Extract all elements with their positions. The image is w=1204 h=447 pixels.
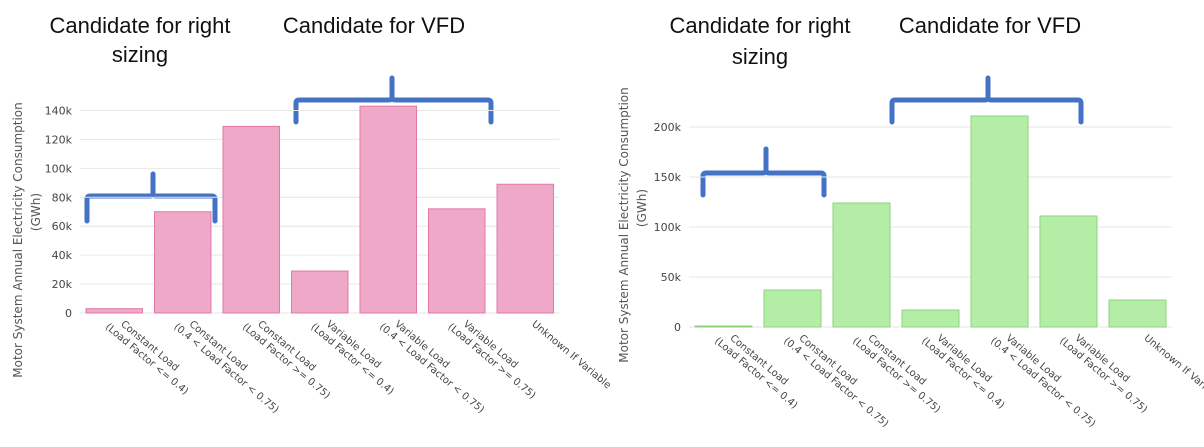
annotation-right-sizing-line1: Candidate for right bbox=[50, 13, 231, 38]
y-tick-label: 200k bbox=[654, 121, 682, 134]
chart-panel-left: Candidate for right sizing Candidate for… bbox=[11, 13, 613, 416]
bar bbox=[85, 308, 143, 314]
right-sizing-brace-right bbox=[700, 146, 827, 198]
y-tick-label: 0 bbox=[65, 307, 72, 320]
annotation-vfd: Candidate for VFD bbox=[283, 13, 465, 38]
bar bbox=[1039, 215, 1098, 328]
bar bbox=[694, 325, 753, 328]
bar bbox=[901, 309, 960, 328]
y-tick-label: 100k bbox=[45, 162, 73, 175]
bar-chart-left: Candidate for right sizing Candidate for… bbox=[11, 13, 613, 416]
x-category-label-line: Unknown If Variable bbox=[529, 319, 612, 392]
vfd-brace bbox=[293, 75, 494, 125]
bars-left bbox=[85, 105, 554, 314]
bar bbox=[359, 105, 417, 314]
x-categories-left: Constant Load(Load Factor <= 0.4)Constan… bbox=[103, 319, 613, 416]
bar bbox=[154, 211, 212, 314]
y-tick-label: 20k bbox=[52, 278, 73, 291]
bar bbox=[832, 202, 891, 328]
y-tick-label: 0 bbox=[674, 321, 681, 334]
y-axis-label-line1-right: Motor System Annual Electricity Consumpt… bbox=[617, 87, 631, 362]
y-tick-label: 120k bbox=[45, 133, 73, 146]
x-category-label-line: Unknown If Variable bbox=[1142, 333, 1204, 406]
annotation-right-sizing-line2-right: sizing bbox=[732, 44, 788, 69]
bar bbox=[496, 183, 554, 314]
y-axis-label-line2-right: (GWh) bbox=[635, 189, 649, 227]
x-categories-right: Constant Load(Load Factor <= 0.4)Constan… bbox=[712, 333, 1204, 430]
bar bbox=[428, 208, 486, 314]
y-axis-label-line2: (GWh) bbox=[29, 193, 43, 231]
bar bbox=[222, 125, 280, 314]
annotation-right-sizing-line2: sizing bbox=[112, 42, 168, 67]
y-tick-label: 150k bbox=[654, 171, 682, 184]
bar bbox=[970, 115, 1029, 328]
vfd-brace-right bbox=[889, 75, 1084, 125]
bar bbox=[1108, 299, 1167, 328]
y-ticks-left: 0 20k 40k 60k 80k 100k 120k 140k bbox=[45, 104, 73, 320]
bar-chart-right: Candidate for right sizing Candidate for… bbox=[617, 13, 1204, 430]
y-tick-label: 60k bbox=[52, 220, 73, 233]
grid-right bbox=[689, 126, 1172, 328]
y-tick-label: 80k bbox=[52, 191, 73, 204]
y-tick-label: 140k bbox=[45, 104, 73, 117]
chart-panel-right: Candidate for right sizing Candidate for… bbox=[602, 0, 1204, 447]
y-tick-label: 40k bbox=[52, 249, 73, 262]
bars-right bbox=[694, 115, 1167, 328]
bar bbox=[763, 289, 822, 328]
x-category-label: Unknown If Variable bbox=[1142, 333, 1204, 406]
y-axis-label-line1: Motor System Annual Electricity Consumpt… bbox=[11, 102, 25, 377]
y-ticks-right: 0 50k 100k 150k 200k bbox=[654, 121, 682, 334]
right-sizing-brace bbox=[84, 171, 218, 224]
y-tick-label: 100k bbox=[654, 221, 682, 234]
x-category-label: Unknown If Variable bbox=[529, 319, 612, 392]
y-tick-label: 50k bbox=[661, 271, 682, 284]
annotation-vfd-right: Candidate for VFD bbox=[899, 13, 1081, 38]
bar bbox=[291, 270, 349, 314]
annotation-right-sizing-line1-right: Candidate for right bbox=[670, 13, 851, 38]
